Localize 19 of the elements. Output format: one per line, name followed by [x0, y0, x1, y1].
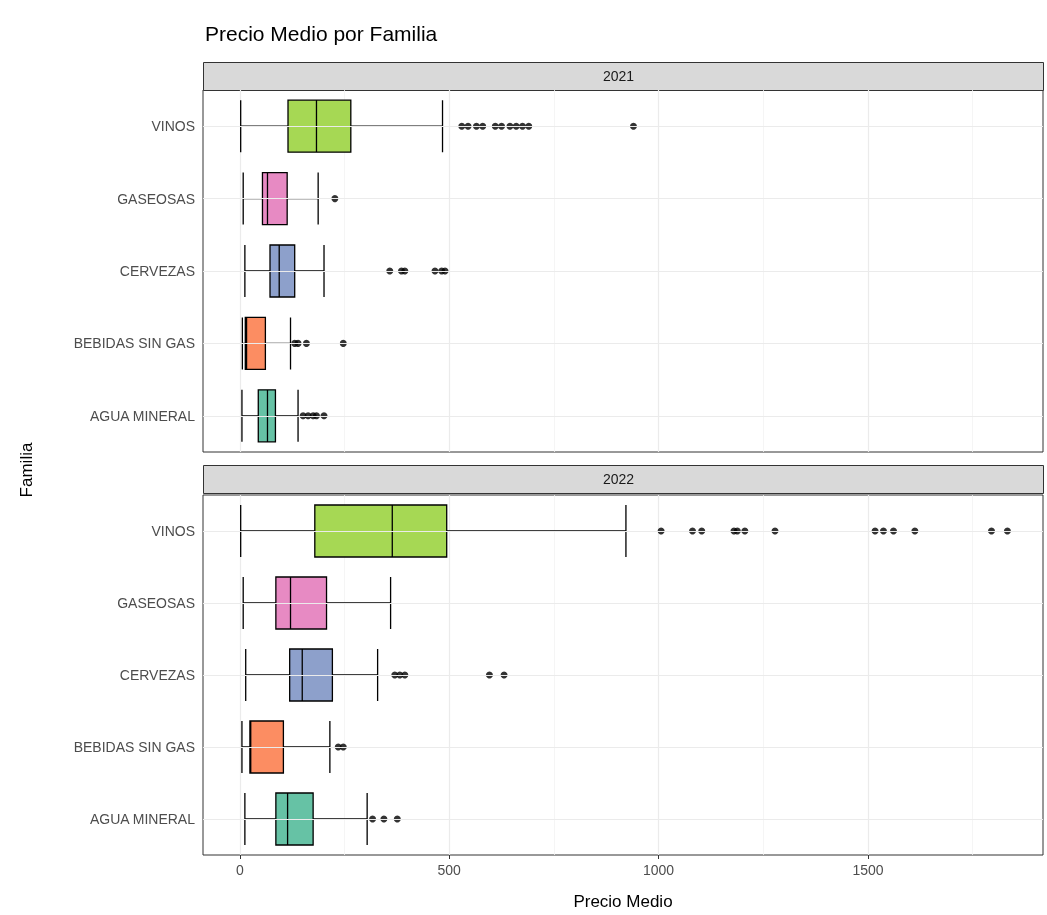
chart-subtitle: 2022 — [603, 471, 635, 487]
y-tick-label: CERVEZAS — [119, 667, 195, 683]
x-tick-label: 500 — [437, 862, 462, 878]
y-tick-label: BEBIDAS SIN GAS — [73, 739, 195, 755]
y-tick-label: GASEOSAS — [117, 595, 195, 611]
x-tick-label: 0 — [235, 862, 244, 878]
y-axis-title: Familia — [16, 442, 36, 498]
y-tick-label: CERVEZAS — [119, 263, 195, 279]
y-tick-label: AGUA MINERAL — [89, 407, 196, 424]
chart-title: Precio Medio por Familia — [205, 22, 438, 45]
y-tick-label: VINOS — [151, 118, 195, 135]
x-tick-label: 1500 — [852, 862, 884, 878]
y-tick-label: BEBIDAS SIN GAS — [73, 335, 195, 352]
chart-subtitle: 2021 — [603, 68, 635, 84]
x-tick-label: 1000 — [643, 862, 675, 878]
y-tick-label: VINOS — [151, 523, 195, 539]
x-axis-title: Precio Medio — [573, 892, 673, 911]
y-tick-label: AGUA MINERAL — [89, 811, 196, 827]
y-tick-label: GASEOSAS — [117, 190, 195, 207]
